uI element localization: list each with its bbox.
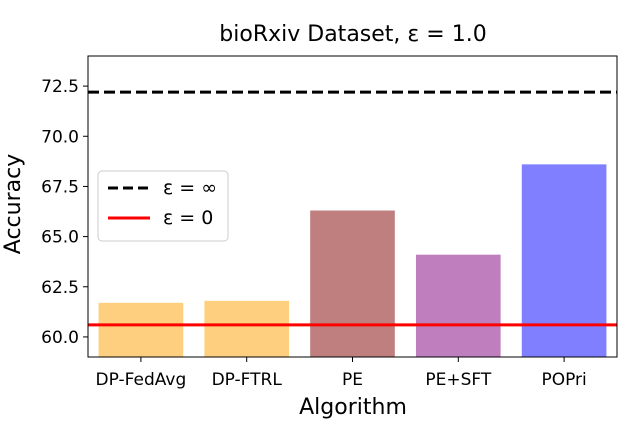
x-tick-label: POPri — [541, 370, 586, 390]
y-tick-label: 72.5 — [41, 77, 79, 97]
x-tick-label: PE — [342, 370, 363, 390]
y-tick-label: 62.5 — [41, 278, 79, 298]
x-axis-label: Algorithm — [299, 395, 407, 420]
bar-pe-sft — [415, 254, 501, 357]
y-tick-label: 67.5 — [41, 177, 79, 197]
chart-title: bioRxiv Dataset, ε = 1.0 — [219, 22, 486, 47]
x-tick-label: DP-FedAvg — [96, 370, 187, 390]
y-tick-label: 65.0 — [41, 228, 79, 248]
x-axis-ticks: DP-FedAvg DP-FTRL PE PE+SFT POPri — [96, 357, 587, 390]
bar-dp-ftrl — [204, 300, 290, 357]
bar-pe — [310, 210, 395, 357]
plot-frame — [87, 55, 618, 358]
legend-label-eps-inf: ε = ∞ — [163, 177, 217, 199]
y-tick-label: 60.0 — [41, 328, 79, 348]
y-tick-label: 70.0 — [41, 127, 79, 147]
y-axis-ticks: 60.0 62.5 65.0 67.5 70.0 72.5 — [41, 77, 88, 348]
bar-popri — [521, 164, 607, 357]
x-tick-label: DP-FTRL — [212, 370, 283, 390]
legend-label-eps-zero: ε = 0 — [163, 207, 213, 229]
bar-dp-fedavg — [98, 302, 184, 357]
legend: ε = ∞ ε = 0 — [97, 170, 229, 242]
y-axis-label: Accuracy — [1, 154, 26, 254]
reference-lines — [88, 90, 617, 327]
x-tick-label: PE+SFT — [425, 370, 492, 390]
